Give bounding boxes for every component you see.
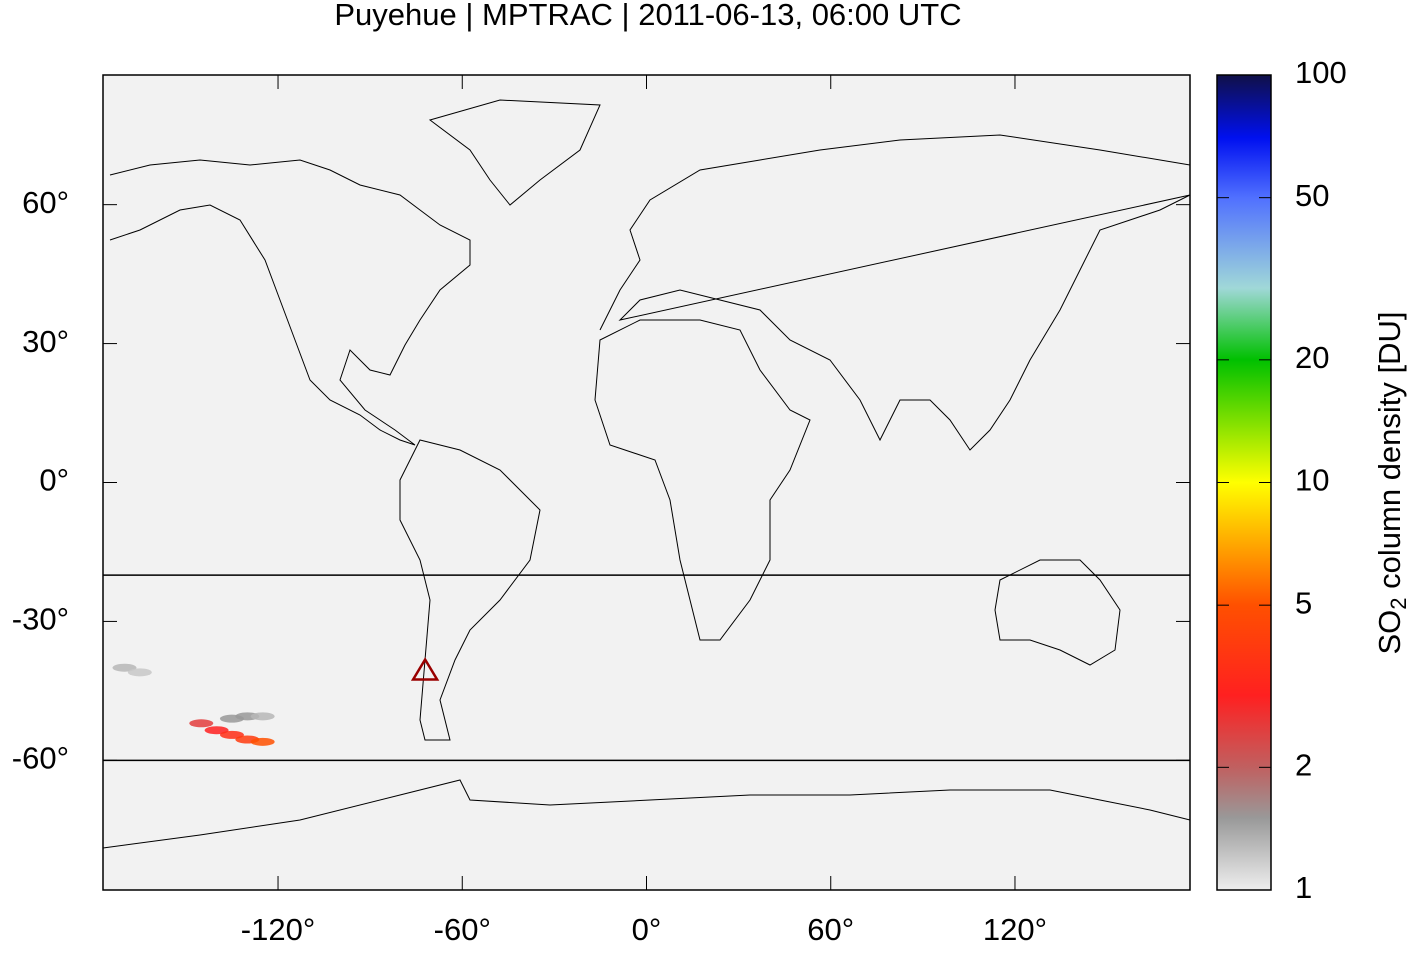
y-tick-label: 0° — [39, 463, 69, 498]
x-tick-label: 120° — [983, 912, 1047, 947]
plume-cell — [204, 726, 229, 735]
plume-cell — [189, 719, 214, 728]
plume-cell — [250, 712, 275, 721]
colorbar-label: SO2 column density [DU] — [1372, 311, 1411, 654]
colorbar-tick-label: 2 — [1295, 748, 1312, 783]
coastlines — [102, 99, 1191, 849]
colorbar-label-main: SO — [1372, 610, 1407, 655]
x-tick-label: 0° — [632, 912, 662, 947]
volcano-marker — [410, 657, 440, 681]
plume-cell — [112, 663, 137, 672]
colorbar-tick-label: 100 — [1295, 55, 1347, 90]
colorbar-tick-label: 5 — [1295, 585, 1312, 620]
x-tick-label: -120° — [241, 912, 315, 947]
y-tick-label: -30° — [12, 602, 69, 637]
plume-cell — [127, 668, 152, 677]
y-tick-label: -60° — [12, 741, 69, 776]
colorbar-label-sub: 2 — [1386, 597, 1411, 609]
plume-cell — [250, 737, 275, 746]
y-tick-label: 60° — [22, 185, 69, 220]
plume-cell — [219, 730, 244, 739]
y-tick-label: 30° — [22, 324, 69, 359]
x-tick-label: -60° — [434, 912, 491, 947]
colorbar-label-rest: column density [DU] — [1372, 311, 1407, 597]
colorbar-tick-label: 50 — [1295, 178, 1329, 213]
colorbar-tick-label: 20 — [1295, 340, 1329, 375]
x-tick-label: 60° — [807, 912, 854, 947]
map-background — [103, 75, 1190, 890]
colorbar-tick-label: 10 — [1295, 463, 1329, 498]
colorbar-tick-label: 1 — [1295, 870, 1312, 905]
chart-title: Puyehue | MPTRAC | 2011-06-13, 06:00 UTC — [334, 0, 961, 32]
